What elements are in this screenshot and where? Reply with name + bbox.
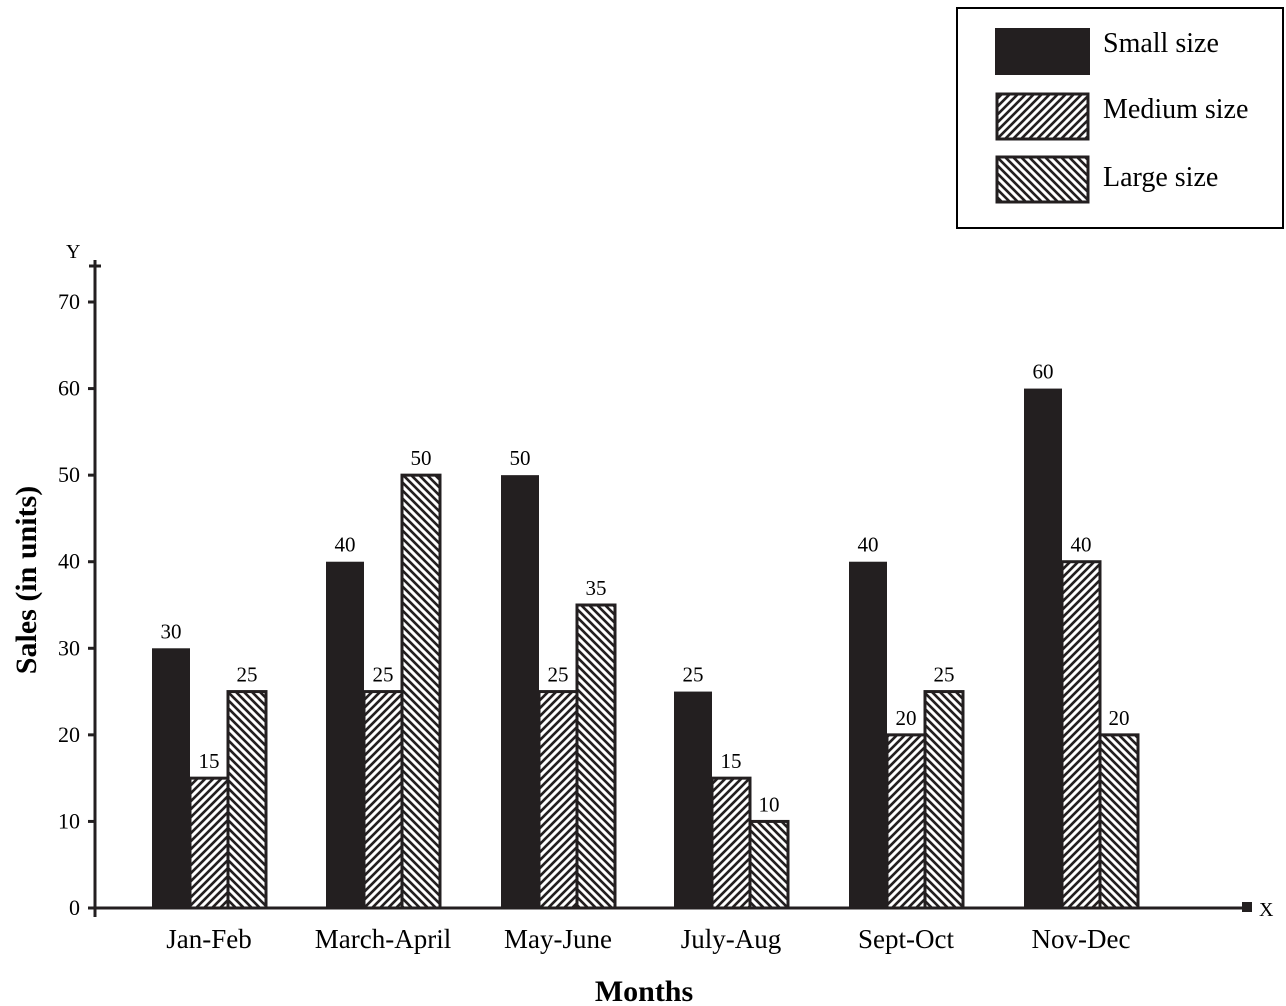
bar-large-size <box>226 690 268 910</box>
bar-value-label: 50 <box>411 446 432 470</box>
y-tick-label: 60 <box>58 376 80 401</box>
bar-large-size <box>1098 733 1140 910</box>
x-tick-label: March-April <box>315 924 451 954</box>
bar-medium-size <box>537 690 579 910</box>
legend-label-small: Small size <box>1103 28 1219 59</box>
bar-medium-size <box>362 690 404 910</box>
bar-large-size <box>923 690 965 910</box>
bar-small-size <box>501 475 539 908</box>
bar-value-label: 10 <box>759 792 780 816</box>
y-tick-label: 0 <box>69 895 80 920</box>
x-axis-title: Months <box>595 975 693 1006</box>
y-tick-label: 70 <box>58 289 80 314</box>
x-tick-label: May-June <box>504 924 612 954</box>
bar-large-size <box>748 819 790 910</box>
bar-large-size <box>400 473 442 910</box>
x-tick-label: July-Aug <box>681 924 782 954</box>
y-tick-label: 10 <box>58 808 80 833</box>
bar-value-label: 25 <box>548 663 569 687</box>
bar-medium-size <box>1060 560 1102 910</box>
bar-medium-size <box>885 733 927 910</box>
bar-small-size <box>849 561 887 908</box>
bar-value-label: 25 <box>373 663 394 687</box>
x-axis-end-marker <box>1242 902 1252 912</box>
bar-value-label: 15 <box>199 749 220 773</box>
bar-value-label: 50 <box>510 446 531 470</box>
legend-swatch-medium <box>995 92 1090 141</box>
bar-value-label: 40 <box>1071 533 1092 557</box>
y-tick-label: 50 <box>58 462 80 487</box>
y-tick-label: 20 <box>58 722 80 747</box>
y-axis-title: Sales (in units) <box>10 486 43 674</box>
bar-value-label: 40 <box>335 533 356 557</box>
bar-medium-size <box>188 776 230 910</box>
bar-large-size <box>575 603 617 910</box>
y-axis-marker: Y <box>66 241 80 263</box>
bar-small-size <box>674 691 712 908</box>
bar-value-label: 40 <box>858 533 879 557</box>
bar-value-label: 15 <box>721 749 742 773</box>
bars: 30 40 50 25 40 60 15 25 25 15 20 40 25 50 35 10 25 20 <box>152 360 1140 910</box>
bar-small-size <box>152 648 190 908</box>
x-tick-labels: Jan-Feb March-April May-June July-Aug Sept-O… <box>166 924 1130 954</box>
y-tick-label: 40 <box>58 549 80 574</box>
legend: Small size Medium size Large size <box>956 7 1284 229</box>
bar-small-size <box>326 561 364 908</box>
bar-value-label: 60 <box>1033 360 1054 384</box>
bar-value-label: 25 <box>934 663 955 687</box>
x-tick-label: Jan-Feb <box>166 924 251 954</box>
bar-value-label: 25 <box>237 663 258 687</box>
x-tick-label: Nov-Dec <box>1032 924 1131 954</box>
bar-small-size <box>1024 388 1062 909</box>
y-tick-label: 30 <box>58 635 80 660</box>
bar-medium-size <box>710 776 752 910</box>
legend-swatch-large <box>995 155 1090 204</box>
legend-swatch-small <box>995 28 1090 75</box>
legend-label-medium: Medium size <box>1103 94 1248 125</box>
y-ticks: 0 10 20 30 40 50 60 70 <box>58 289 95 920</box>
bar-value-label: 20 <box>1109 706 1130 730</box>
legend-label-large: Large size <box>1103 162 1218 193</box>
x-axis-marker: X <box>1259 899 1274 921</box>
bar-value-label: 30 <box>161 619 182 643</box>
bar-value-label: 25 <box>683 663 704 687</box>
x-tick-label: Sept-Oct <box>858 924 954 954</box>
bar-value-label: 20 <box>896 706 917 730</box>
bar-value-label: 35 <box>586 576 607 600</box>
